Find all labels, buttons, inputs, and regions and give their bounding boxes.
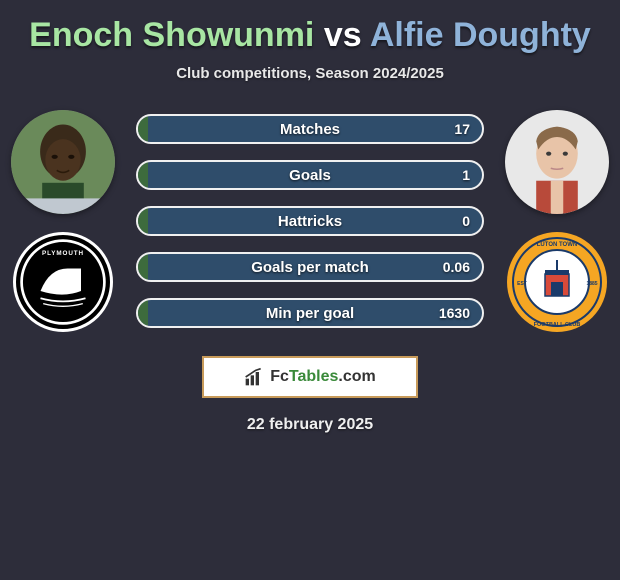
fctables-badge: FcTables.com bbox=[202, 356, 418, 398]
bar-fill-left bbox=[138, 254, 148, 280]
player2-club-badge: LUTON TOWN FOOTBALL CLUB EST 1885 bbox=[507, 232, 607, 332]
stat-value-right: 0 bbox=[462, 213, 470, 229]
brand-text: FcTables.com bbox=[270, 368, 376, 386]
svg-text:LUTON TOWN: LUTON TOWN bbox=[537, 242, 577, 248]
bar-fill-left bbox=[138, 208, 148, 234]
stat-bar: Min per goal 1630 bbox=[136, 298, 484, 328]
chart-icon bbox=[244, 367, 264, 387]
player2-avatar bbox=[505, 110, 609, 214]
subtitle: Club competitions, Season 2024/2025 bbox=[0, 65, 620, 82]
vs-separator: vs bbox=[324, 16, 362, 54]
stat-value-right: 17 bbox=[454, 121, 470, 137]
svg-text:FOOTBALL CLUB: FOOTBALL CLUB bbox=[534, 322, 581, 328]
stat-value-right: 1 bbox=[462, 167, 470, 183]
stat-label: Goals per match bbox=[251, 259, 369, 276]
svg-text:1885: 1885 bbox=[586, 281, 597, 287]
stats-bars: Matches 17 Goals 1 Hattricks 0 Goals per match… bbox=[136, 110, 484, 328]
stat-bar: Goals per match 0.06 bbox=[136, 252, 484, 282]
left-side: PLYMOUTH bbox=[8, 110, 118, 332]
stat-label: Goals bbox=[289, 167, 331, 184]
comparison-card: Enoch Showunmi vs Alfie Doughty Club com… bbox=[0, 0, 620, 434]
svg-text:EST: EST bbox=[517, 281, 527, 287]
brand-fc: Fc bbox=[270, 368, 289, 385]
main-content: PLYMOUTH Matches 17 Goals 1 Hattricks 0 Goals … bbox=[0, 110, 620, 332]
brand-tables: Tables bbox=[289, 368, 339, 385]
player1-name: Enoch Showunmi bbox=[29, 16, 314, 54]
stat-value-right: 1630 bbox=[439, 305, 470, 321]
bar-fill-left bbox=[138, 116, 148, 142]
bar-fill-left bbox=[138, 300, 148, 326]
player1-club-badge: PLYMOUTH bbox=[13, 232, 113, 332]
right-side: LUTON TOWN FOOTBALL CLUB EST 1885 bbox=[502, 110, 612, 332]
date-text: 22 february 2025 bbox=[0, 416, 620, 434]
player1-avatar bbox=[11, 110, 115, 214]
stat-bar: Matches 17 bbox=[136, 114, 484, 144]
stat-value-right: 0.06 bbox=[443, 259, 470, 275]
page-title: Enoch Showunmi vs Alfie Doughty bbox=[0, 16, 620, 55]
stat-bar: Goals 1 bbox=[136, 160, 484, 190]
svg-text:PLYMOUTH: PLYMOUTH bbox=[42, 250, 84, 257]
stat-bar: Hattricks 0 bbox=[136, 206, 484, 236]
stat-label: Hattricks bbox=[278, 213, 342, 230]
player2-name: Alfie Doughty bbox=[370, 16, 591, 54]
bar-fill-left bbox=[138, 162, 148, 188]
stat-label: Matches bbox=[280, 121, 340, 138]
brand-com: .com bbox=[338, 368, 375, 385]
stat-label: Min per goal bbox=[266, 305, 354, 322]
